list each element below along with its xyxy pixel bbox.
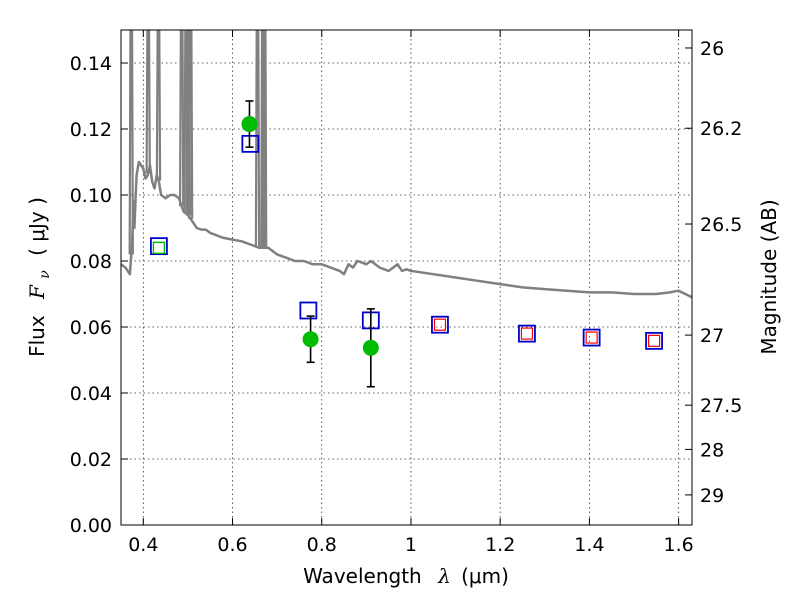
x-tick-label: 0.6 xyxy=(217,534,247,556)
model-band-square xyxy=(518,324,536,343)
y-tick-label: 0.08 xyxy=(70,251,112,273)
y-tick-label: 0.10 xyxy=(70,185,112,207)
y-tick-label: 0.04 xyxy=(70,383,112,405)
x-axis-title: Wavelength λ (μm) xyxy=(303,564,509,588)
y-axis-title-unit: ( μJy ) xyxy=(25,197,49,256)
spectrum-emission-line xyxy=(261,30,268,248)
x-axis-title-text: Wavelength xyxy=(303,564,422,588)
model-band-square xyxy=(241,134,260,153)
x-tick-label: 1 xyxy=(405,534,417,556)
model-band-square xyxy=(431,315,449,334)
y2-axis-title: Magnitude (AB) xyxy=(757,199,781,354)
y-tick-label: 0.00 xyxy=(70,515,112,537)
observed-flux-dot xyxy=(362,339,379,356)
data-markers xyxy=(150,100,663,388)
model-nir-square xyxy=(520,327,534,340)
y2-tick-label: 29 xyxy=(700,485,724,507)
spectrum-continuum xyxy=(121,160,692,299)
y-tick-label: 0.14 xyxy=(70,53,112,75)
x-tick-label: 1.4 xyxy=(574,534,604,556)
y-axis-title-subscript: ν xyxy=(37,270,53,279)
y2-tick-label: 26.2 xyxy=(700,118,742,140)
grid xyxy=(121,30,692,526)
model-nir-square xyxy=(433,318,447,331)
observed-flux-dot xyxy=(241,116,258,133)
plot-frame xyxy=(120,29,693,526)
spectrum-emission-line xyxy=(187,30,194,219)
y2-tick-label: 27.5 xyxy=(700,395,742,417)
x-tick-label: 0.4 xyxy=(128,534,158,556)
x-axis-title-symbol: λ xyxy=(437,564,451,588)
x-axis-title-unit: (μm) xyxy=(461,564,509,588)
y-tick-label: 0.06 xyxy=(70,317,112,339)
y-tick-label: 0.02 xyxy=(70,449,112,471)
spectrum-emission-line xyxy=(155,30,162,181)
x-tick-label: 0.8 xyxy=(307,534,337,556)
model-band-square xyxy=(645,331,663,350)
observed-flux-square xyxy=(152,241,166,255)
x-tick-label: 1.2 xyxy=(485,534,515,556)
model-band-square xyxy=(150,237,168,256)
y-tick-label: 0.12 xyxy=(70,119,112,141)
model-nir-square xyxy=(647,334,661,347)
y2-tick-label: 27 xyxy=(700,325,724,347)
x-tick-label: 1.6 xyxy=(664,534,694,556)
model-nir-square xyxy=(585,331,598,344)
spectrum-emission-line xyxy=(128,30,134,255)
model-spectrum xyxy=(121,30,692,299)
axis-ticks: 0.4 0.6 0.8 1 1.2 1.4 1.6 0.00 0.02 0.04 0.06 0.08 0… xyxy=(70,30,742,556)
y2-tick-label: 26 xyxy=(700,38,724,60)
y-axis-title-symbol: F xyxy=(25,284,49,300)
y-axis-title: Flux F ν ( μJy ) xyxy=(25,197,54,357)
y2-tick-label: 28 xyxy=(700,439,724,461)
y-axis-title-text: Flux xyxy=(25,315,49,357)
spectrum-emission-line xyxy=(145,30,151,174)
spectrum-emission-line xyxy=(178,30,185,207)
model-band-square xyxy=(299,301,318,320)
model-band-square xyxy=(582,328,601,347)
observed-flux-dot xyxy=(302,331,319,348)
y2-tick-label: 26.5 xyxy=(700,214,742,236)
